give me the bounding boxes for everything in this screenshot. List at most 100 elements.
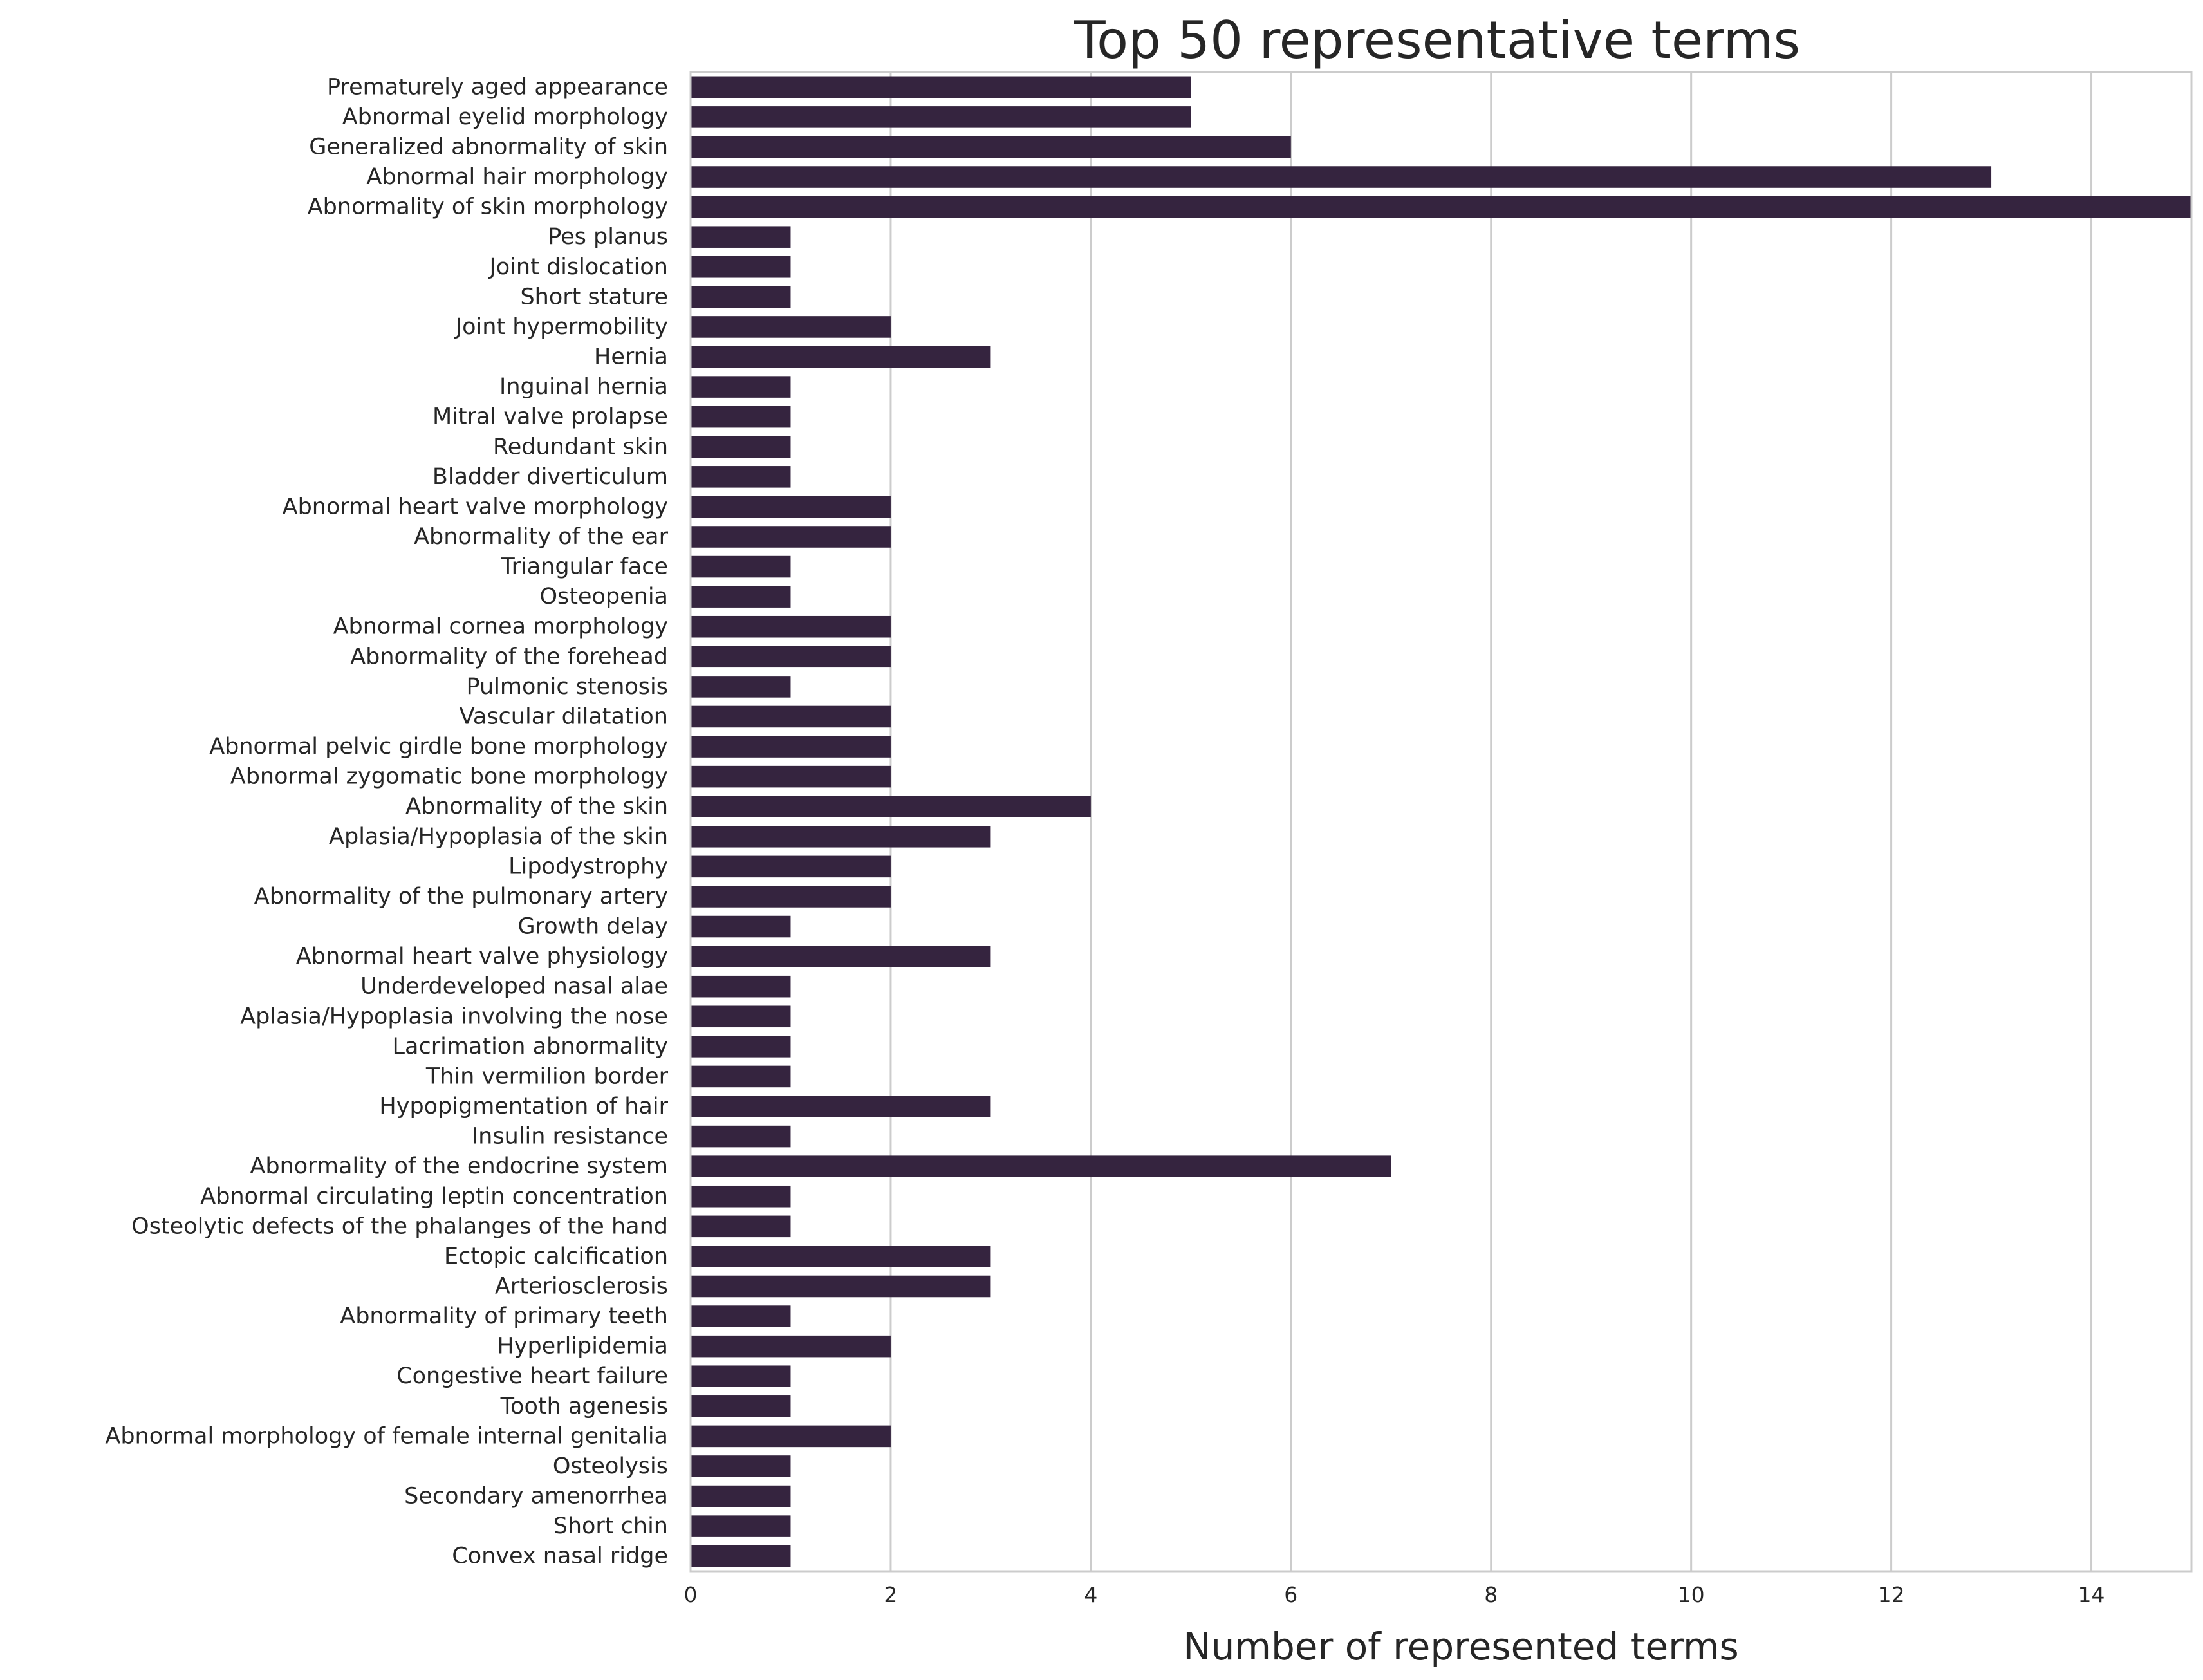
x-tick-label: 14 — [2078, 1582, 2105, 1607]
category-label: Hypopigmentation of hair — [379, 1094, 668, 1119]
category-label: Osteolytic defects of the phalanges of t… — [131, 1213, 668, 1239]
bar — [691, 436, 791, 458]
bar — [691, 1096, 991, 1117]
category-label: Lipodystrophy — [508, 854, 668, 879]
category-label: Abnormality of primary teeth — [340, 1303, 668, 1329]
category-label: Generalized abnormality of skin — [309, 134, 668, 160]
bar — [691, 1485, 791, 1507]
category-label: Vascular dilatation — [460, 704, 668, 729]
x-tick-labels: 0 2 4 6 8 10 12 14 — [684, 1582, 2105, 1607]
bar — [691, 226, 791, 248]
category-label: Abnormal hair morphology — [366, 164, 668, 190]
category-label: Convex nasal ridge — [452, 1544, 668, 1569]
bar — [691, 1395, 791, 1417]
bar — [691, 466, 791, 488]
bar — [691, 1036, 791, 1058]
bar — [691, 736, 891, 758]
category-label: Abnormality of the forehead — [350, 644, 668, 669]
bar — [691, 106, 1191, 128]
category-label: Mitral valve prolapse — [432, 404, 668, 430]
category-label: Underdeveloped nasal alae — [360, 974, 668, 1000]
category-label: Inguinal hernia — [499, 374, 668, 400]
bar — [691, 886, 891, 908]
category-label: Aplasia/Hypoplasia involving the nose — [240, 1003, 668, 1029]
bar — [691, 1515, 791, 1537]
category-label: Abnormal heart valve physiology — [296, 944, 668, 969]
bar — [691, 496, 891, 518]
category-label: Abnormal zygomatic bone morphology — [230, 764, 668, 790]
bar — [691, 646, 891, 668]
bar — [691, 406, 791, 428]
bar — [691, 615, 891, 638]
x-tick-label: 6 — [1284, 1582, 1297, 1607]
category-label: Joint dislocation — [488, 254, 668, 280]
category-label: Bladder diverticulum — [432, 464, 668, 490]
category-label: Aplasia/Hypoplasia of the skin — [329, 824, 668, 850]
category-label: Abnormal pelvic girdle bone morphology — [209, 734, 668, 760]
category-label: Thin vermilion border — [425, 1063, 669, 1089]
category-label: Abnormal heart valve morphology — [283, 494, 668, 519]
plot-frame — [689, 71, 2193, 1573]
bar — [691, 1185, 791, 1208]
bar — [691, 526, 891, 548]
category-label: Joint hypermobility — [454, 314, 668, 340]
category-label: Abnormal circulating leptin concentratio… — [200, 1184, 668, 1209]
x-tick-label: 12 — [1878, 1582, 1905, 1607]
category-label: Short stature — [520, 284, 668, 310]
bar — [691, 1335, 891, 1358]
category-label: Hernia — [594, 344, 668, 370]
bar — [691, 1215, 791, 1238]
bar — [691, 166, 1992, 188]
category-label: Arteriosclerosis — [495, 1273, 668, 1299]
x-axis-title: Number of represented terms — [1183, 1625, 1738, 1668]
category-label: Tooth agenesis — [500, 1394, 668, 1419]
bar — [691, 1305, 791, 1327]
bar — [691, 1065, 791, 1088]
category-label: Abnormality of the pulmonary artery — [254, 884, 668, 910]
bar — [691, 586, 791, 608]
category-label: Pulmonic stenosis — [467, 674, 668, 700]
category-label: Abnormality of the ear — [414, 524, 668, 550]
bar — [691, 796, 1091, 817]
bar — [691, 975, 791, 998]
x-tick-label: 0 — [684, 1582, 698, 1607]
category-label: Abnormality of the endocrine system — [250, 1153, 668, 1179]
category-label: Insulin resistance — [472, 1124, 668, 1150]
bar — [691, 136, 1291, 158]
category-label: Redundant skin — [493, 434, 668, 460]
bar — [691, 1365, 791, 1387]
bar — [691, 196, 2191, 218]
x-tick-label: 4 — [1084, 1582, 1097, 1607]
bar — [691, 1246, 991, 1267]
bar — [691, 765, 891, 788]
bar — [691, 915, 791, 938]
category-label: Pes planus — [548, 224, 668, 250]
bar — [691, 1155, 1391, 1177]
bar — [691, 316, 891, 338]
category-label: Secondary amenorrhea — [404, 1484, 668, 1509]
bar — [691, 826, 991, 848]
x-tick-label: 10 — [1678, 1582, 1705, 1607]
plot-border — [689, 71, 2193, 1573]
x-tick-label: 8 — [1484, 1582, 1498, 1607]
category-label: Prematurely aged appearance — [327, 74, 668, 100]
bar — [691, 705, 891, 728]
bar — [691, 1455, 791, 1477]
bar — [691, 76, 1191, 98]
category-label: Abnormality of skin morphology — [308, 194, 668, 220]
category-label: Lacrimation abnormality — [393, 1034, 668, 1059]
category-label: Abnormal morphology of female internal g… — [105, 1423, 668, 1449]
bar — [691, 946, 991, 967]
bar — [691, 855, 891, 878]
category-label: Hyperlipidemia — [497, 1334, 668, 1359]
chart-title: Top 50 representative terms — [1074, 10, 1800, 70]
bar — [691, 555, 791, 578]
category-label: Ectopic calcification — [444, 1244, 668, 1269]
category-label: Abnormal cornea morphology — [333, 614, 668, 640]
category-label: Abnormality of the skin — [405, 794, 668, 819]
category-label: Osteopenia — [539, 584, 668, 610]
bar — [691, 1425, 891, 1448]
category-label: Growth delay — [518, 914, 668, 940]
bar — [691, 1005, 791, 1028]
